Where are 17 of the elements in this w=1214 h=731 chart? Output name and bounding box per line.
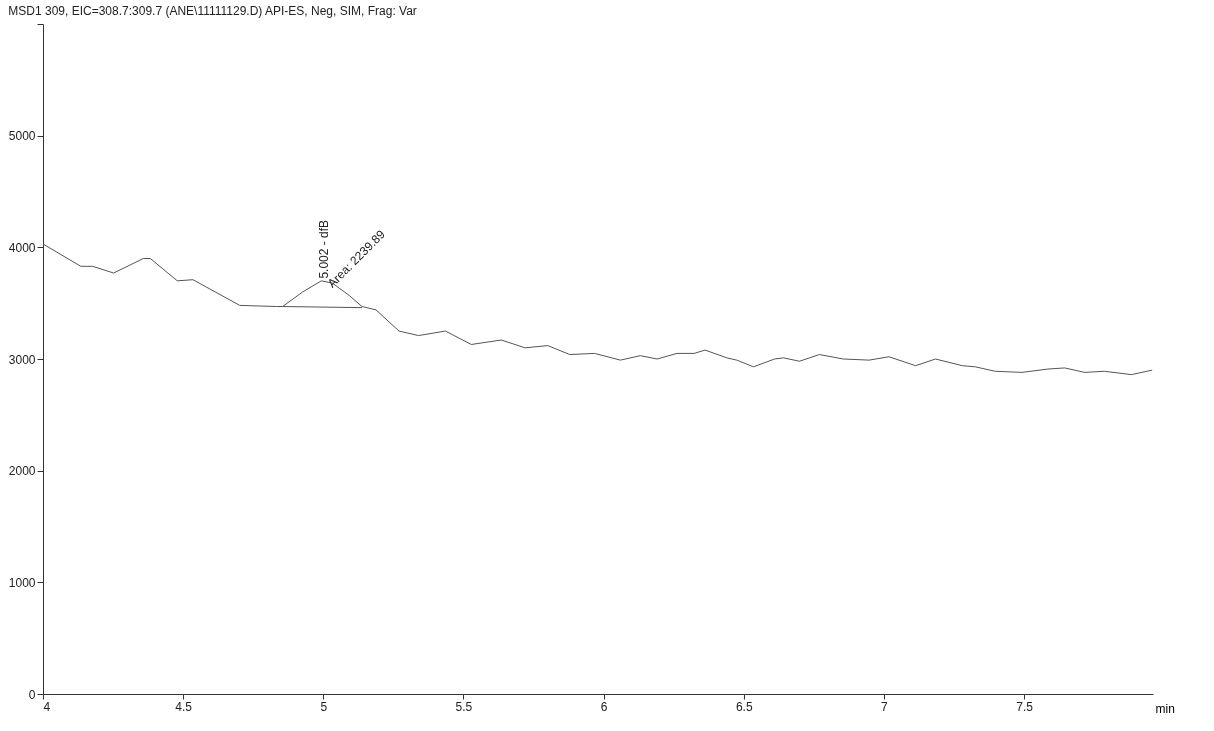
x-tick-label: 6.5 xyxy=(735,699,753,714)
x-tick-label: 5 xyxy=(320,699,328,714)
y-tick-label: 5000 xyxy=(8,129,36,144)
x-axis-title: min xyxy=(1155,701,1175,716)
x-tick-label: 4 xyxy=(43,699,51,714)
y-tick-label: 0 xyxy=(28,687,36,702)
y-tick-label: 1000 xyxy=(8,575,36,590)
y-tick-label: 4000 xyxy=(8,240,36,255)
x-tick-label: 5.5 xyxy=(455,699,473,714)
x-tick-label: 4.5 xyxy=(175,699,193,714)
x-tick-label: 7 xyxy=(881,699,889,714)
x-tick-label: 7.5 xyxy=(1016,699,1034,714)
y-tick-label: 3000 xyxy=(8,352,36,367)
chart-title: MSD1 309, EIC=308.7:309.7 (ANE\11111129.D) API-ES, Neg, SIM, Frag: Var xyxy=(8,3,417,18)
y-tick-label: 2000 xyxy=(8,464,36,479)
annotation: 5.002 - dfB xyxy=(316,219,331,279)
x-tick-label: 6 xyxy=(600,699,608,714)
